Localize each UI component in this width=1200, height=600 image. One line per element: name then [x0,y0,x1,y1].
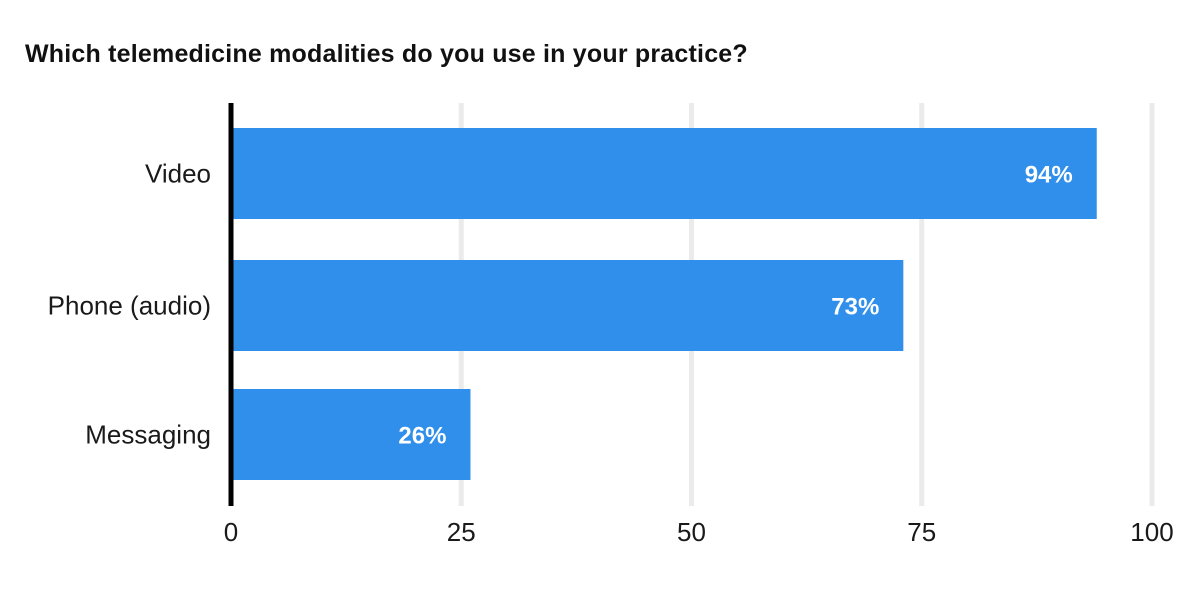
x-tick-label: 100 [1130,517,1173,547]
bar-video[interactable] [231,128,1097,219]
chart-title: Which telemedicine modalities do you use… [25,40,748,68]
category-label: Phone (audio) [48,291,211,321]
x-tick-label: 0 [224,517,238,547]
data-label: 94% [1025,162,1073,189]
category-label: Messaging [85,420,211,450]
data-label: 73% [831,294,879,321]
x-tick-label: 75 [907,517,936,547]
data-label: 26% [398,423,446,450]
category-label: Video [145,159,211,189]
x-tick-label: 50 [677,517,706,547]
bar-phone-audio[interactable] [231,260,904,351]
x-tick-label: 25 [447,517,476,547]
bar-messaging[interactable] [231,389,471,480]
